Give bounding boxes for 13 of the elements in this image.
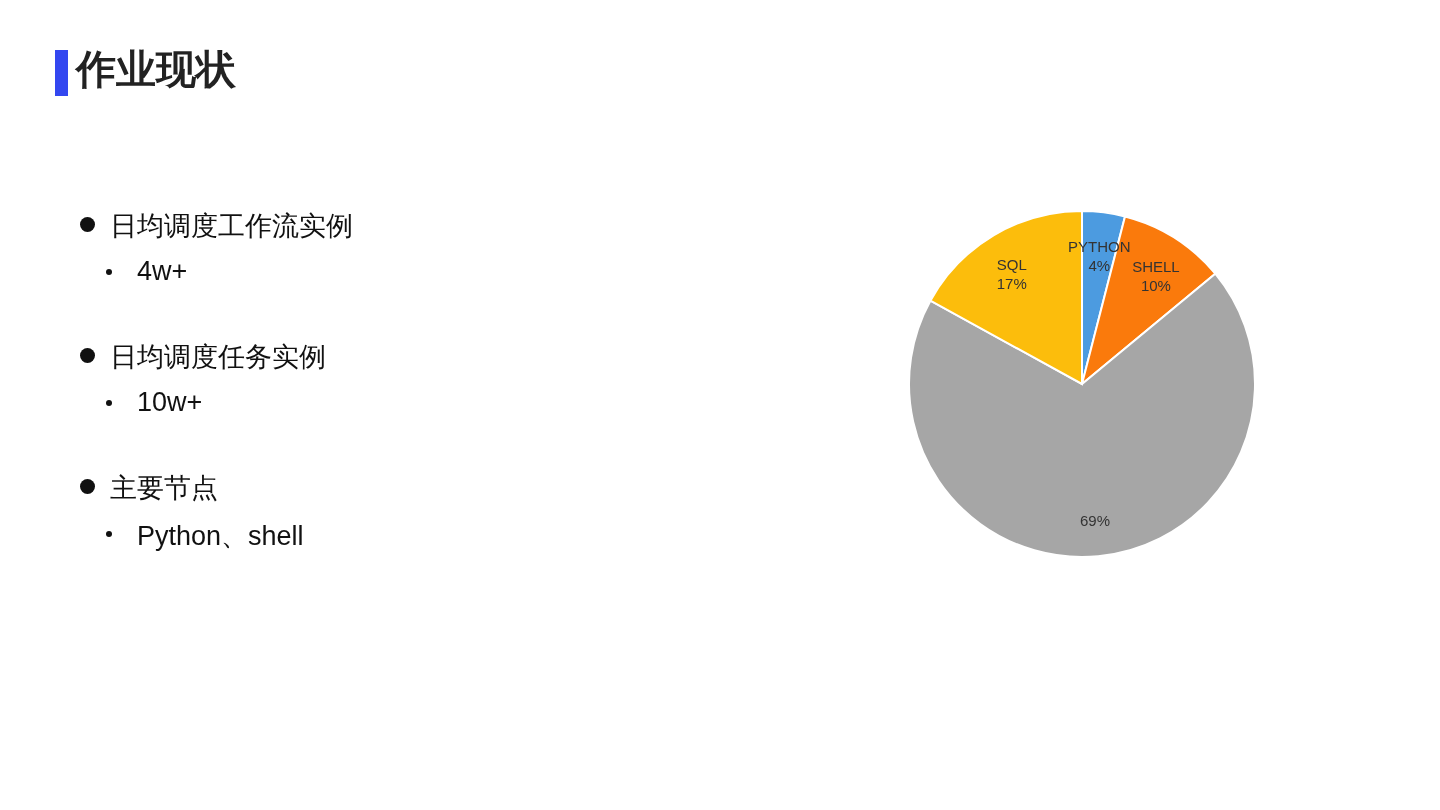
text: 主要节点 — [80, 470, 353, 506]
text: 日均调度工作流实例 — [80, 208, 353, 244]
data-label: 4% — [1088, 257, 1111, 275]
text: 10w+ — [80, 387, 353, 418]
text: 4w+ — [80, 256, 353, 287]
data-label: 69% — [1079, 512, 1110, 530]
slice-label: SQL — [996, 256, 1027, 274]
slice-label: SHELL — [1132, 258, 1180, 276]
data-label: 10% — [1140, 277, 1171, 295]
text: 作业现状 — [76, 46, 236, 93]
text: Python、shell — [80, 518, 353, 554]
text: 日均调度任务实例 — [80, 339, 353, 375]
data-label: 17% — [996, 275, 1027, 293]
